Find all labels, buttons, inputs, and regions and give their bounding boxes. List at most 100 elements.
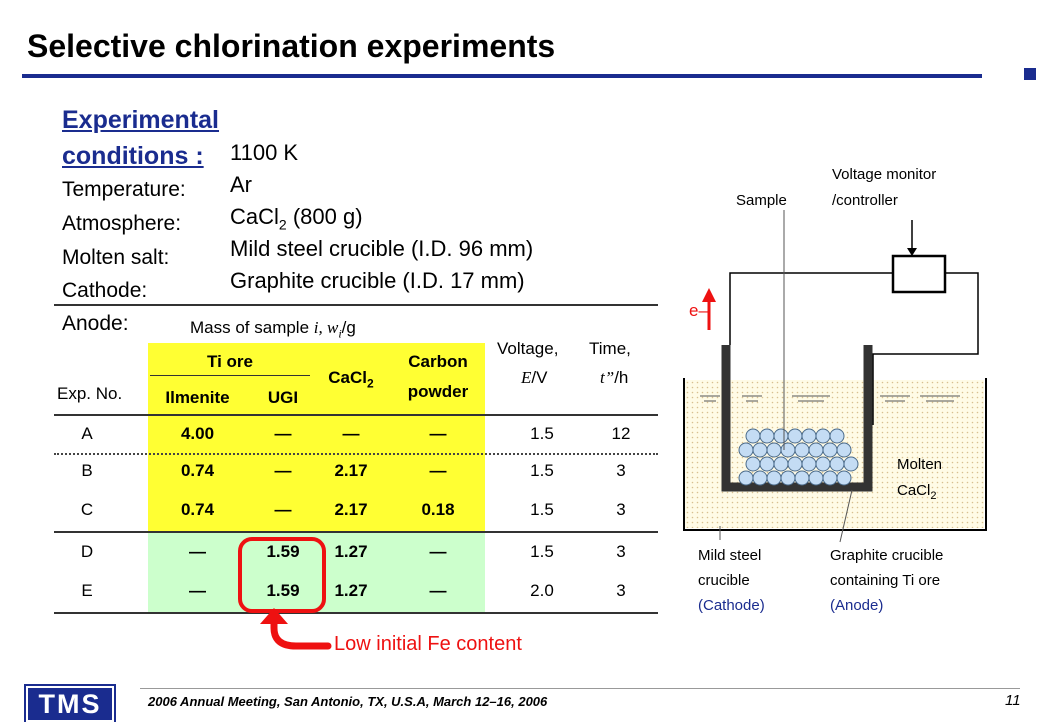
time-cell: 3 <box>616 500 626 519</box>
table-header-rule <box>54 414 658 416</box>
voltage-unit: /V <box>531 368 548 387</box>
anode-diagram-label: (Anode) <box>830 597 884 614</box>
carbon-cell: — <box>429 581 447 600</box>
ugi-cell: — <box>274 500 292 519</box>
exp-cell: D <box>80 542 94 561</box>
cathode-value: Mild steel crucible (I.D. 96 mm) <box>230 236 534 261</box>
voltage-cell: 1.5 <box>530 461 554 480</box>
exp-cell: E <box>81 581 93 600</box>
time-cell: 3 <box>616 461 626 480</box>
title-underline <box>22 74 982 78</box>
voltage-monitor-label-line2: /controller <box>832 192 898 209</box>
ilmenite-cell: — <box>189 542 206 561</box>
annotation-text: Low initial Fe content <box>334 633 522 655</box>
molten-salt-subscript: 2 <box>278 216 287 233</box>
cathode-label: Cathode: <box>62 279 148 302</box>
tms-logo: TMS <box>24 684 116 722</box>
voltage-cell: 1.5 <box>530 542 554 561</box>
mass-header-text: Mass of sample <box>190 318 314 337</box>
ugi-cell: 1.59 <box>266 542 300 561</box>
ilmenite-cell: — <box>189 581 206 600</box>
graphite-label-line1: Graphite crucible <box>830 547 944 564</box>
mass-header-variable: i, w <box>313 318 339 337</box>
exp-cell: A <box>81 424 93 443</box>
exp-cell: B <box>81 461 93 480</box>
yellow-header-block <box>148 343 485 414</box>
molten-cacl-text: CaCl <box>897 482 931 499</box>
cacl2-cell: 2.17 <box>334 461 368 480</box>
ilmenite-cell: 0.74 <box>180 461 215 480</box>
temperature-value: 1100 K <box>230 140 299 165</box>
carbon-header-line2: powder <box>407 382 469 401</box>
table-bottom-rule <box>54 612 658 614</box>
time-unit-header: t”/h <box>600 368 628 388</box>
molten-salt-label: Molten salt: <box>62 246 170 269</box>
cacl2-header-text: CaCl <box>328 368 368 387</box>
time-cell: 3 <box>616 542 626 561</box>
anode-value: Graphite crucible (I.D. 17 mm) <box>230 268 525 293</box>
atmosphere-label: Atmosphere: <box>62 212 182 235</box>
sample-label: Sample <box>736 192 787 209</box>
exp-no-header: Exp. No. <box>57 384 123 403</box>
molten-cacl-subscript: 2 <box>930 490 937 502</box>
anode-label: Anode: <box>62 312 129 335</box>
footer-rule <box>140 688 1020 689</box>
annotation-arrow <box>260 608 332 650</box>
cacl2-cell: 1.27 <box>334 581 368 600</box>
voltage-monitor-label-line1: Voltage monitor <box>832 166 937 183</box>
voltage-cell: 1.5 <box>530 500 554 519</box>
cathode-diagram-label: (Cathode) <box>698 597 765 614</box>
ugi-cell: 1.59 <box>266 581 300 600</box>
ugi-cell: — <box>274 461 292 480</box>
voltage-variable: E <box>521 368 532 387</box>
voltage-header: Voltage, <box>497 339 559 358</box>
yellow-rows-block <box>148 416 485 531</box>
temperature-label: Temperature: <box>62 178 186 201</box>
carbon-cell: — <box>429 424 447 443</box>
molten-label-line1: Molten <box>897 456 943 473</box>
time-cell: 12 <box>611 424 631 443</box>
mild-steel-label-line2: crucible <box>698 572 750 589</box>
mild-steel-label-line1: Mild steel <box>698 547 762 564</box>
voltage-cell: 1.5 <box>530 424 554 443</box>
electron-label: e– <box>689 301 708 320</box>
group-separator-rule <box>54 531 658 533</box>
ugi-header: UGI <box>267 388 299 407</box>
ugi-cell: — <box>274 424 292 443</box>
carbon-header-line1: Carbon <box>408 352 468 371</box>
page-number: 11 <box>1005 692 1021 709</box>
ugi-highlight-box <box>238 537 326 613</box>
ilmenite-header: Ilmenite <box>165 388 230 407</box>
mass-header-subscript: i <box>338 326 342 341</box>
ti-ore-header: Ti ore <box>207 352 253 371</box>
ilmenite-cell: 0.74 <box>180 500 215 519</box>
atmosphere-value: Ar <box>230 172 252 197</box>
molten-salt-value: CaCl2 (800 g) <box>230 204 363 232</box>
voltage-cell: 2.0 <box>530 581 554 600</box>
footer-text: 2006 Annual Meeting, San Antonio, TX, U.… <box>148 694 548 709</box>
molten-label-line2: CaCl2 <box>897 480 936 507</box>
mass-header-unit: /g <box>341 318 356 337</box>
time-header: Time, <box>589 339 631 358</box>
time-cell: 3 <box>616 581 626 600</box>
cacl2-header: CaCl2 <box>312 368 390 390</box>
slide-title: Selective chlorination experiments <box>27 28 556 64</box>
carbon-cell: — <box>429 461 447 480</box>
table-top-rule <box>54 304 658 306</box>
carbon-cell: — <box>429 542 447 561</box>
time-variable: t” <box>600 368 615 387</box>
cacl2-header-subscript: 2 <box>367 376 374 391</box>
molten-salt-amount: (800 g) <box>286 204 363 229</box>
cacl2-cell: — <box>342 424 360 443</box>
exp-cell: C <box>80 500 94 519</box>
cacl2-cell: 1.27 <box>334 542 368 561</box>
carbon-cell: 0.18 <box>421 500 455 519</box>
electrolysis-cell-diagram <box>683 210 987 543</box>
row-a-dotted-rule <box>54 453 658 455</box>
conditions-heading: Experimental conditions : <box>62 106 220 170</box>
cacl2-cell: 2.17 <box>334 500 368 519</box>
molten-salt-text: CaCl <box>230 204 279 229</box>
ilmenite-cell: 4.00 <box>180 424 215 443</box>
mass-header: Mass of sample i, wi/g <box>190 318 356 341</box>
time-unit: /h <box>614 368 629 387</box>
